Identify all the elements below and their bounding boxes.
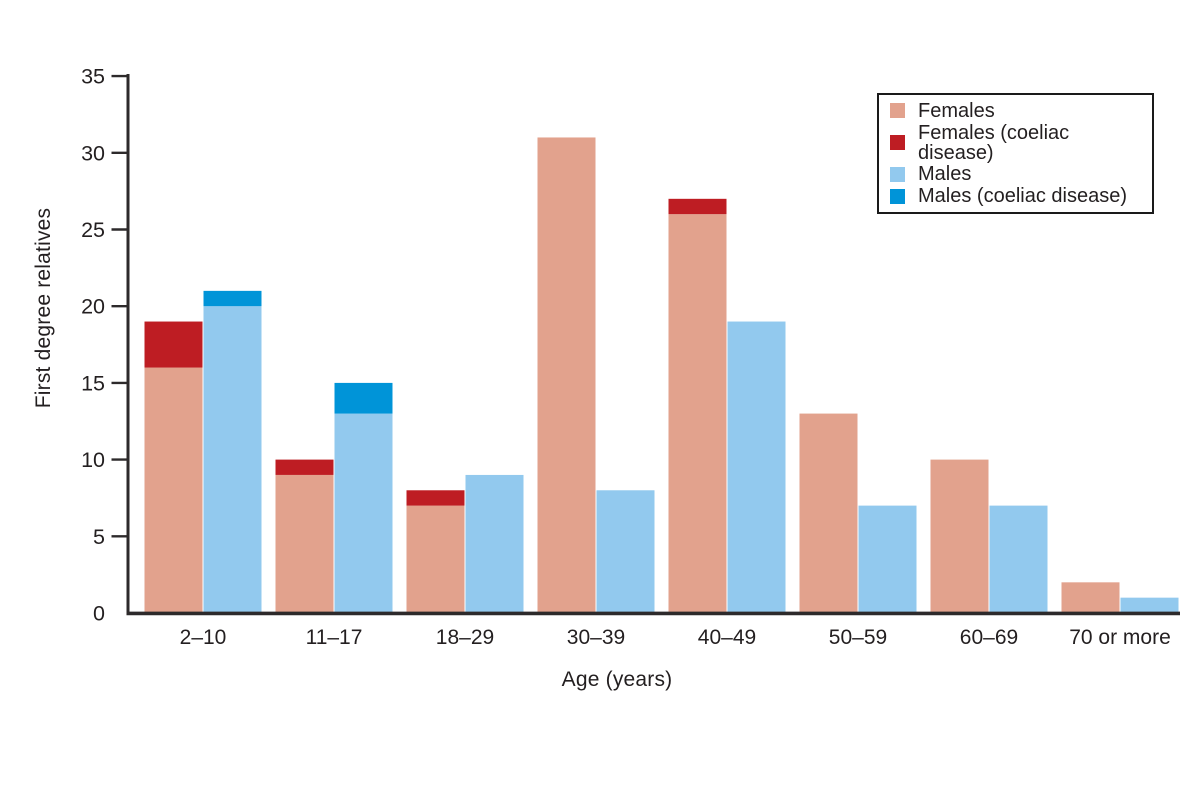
x-tick-label: 30–39	[567, 626, 625, 649]
y-tick-label: 15	[81, 371, 105, 395]
x-tick-label: 60–69	[960, 626, 1018, 649]
bar-males	[465, 474, 524, 613]
y-tick-label: 25	[81, 218, 105, 242]
y-tick-label: 30	[81, 141, 105, 165]
x-axis-title: Age (years)	[561, 668, 673, 691]
x-tick-label: 11–17	[306, 626, 363, 649]
bar-males-coeliac	[203, 290, 262, 307]
bar-males	[596, 490, 655, 613]
legend-item-females: Females	[890, 101, 1146, 121]
bar-females	[406, 505, 465, 613]
bar-males	[858, 505, 917, 613]
y-tick-label: 35	[81, 65, 105, 89]
bar-females	[537, 137, 596, 613]
bar-females	[144, 367, 203, 613]
legend-label: Males	[918, 163, 972, 186]
y-tick-label: 10	[81, 448, 105, 472]
x-tick-label: 50–59	[829, 626, 887, 649]
x-tick-label: 70 or more	[1069, 626, 1171, 649]
bar-females	[275, 474, 334, 613]
bar-females	[1061, 582, 1120, 613]
bar-males	[203, 306, 262, 613]
y-tick-label: 5	[93, 525, 105, 549]
females-coeliac-swatch-icon	[890, 135, 905, 151]
bar-males	[727, 321, 786, 613]
bar-males	[334, 413, 393, 613]
females-swatch-icon	[890, 103, 905, 119]
y-tick-label: 0	[93, 602, 105, 626]
legend-label: Males (coeliac disease)	[918, 185, 1127, 208]
bar-males-coeliac	[334, 382, 393, 414]
bar-females-coeliac	[406, 490, 465, 506]
bar-females-coeliac	[275, 459, 334, 475]
bar-females	[930, 459, 989, 613]
legend-item-females-coeliac: Females (coeliac disease)	[890, 123, 1146, 163]
males-coeliac-swatch-icon	[890, 188, 905, 204]
legend-label: Females	[918, 99, 995, 122]
bar-females	[668, 214, 727, 613]
bar-females-coeliac	[668, 198, 727, 215]
legend-item-males: Males	[890, 164, 1146, 184]
bar-males	[1120, 597, 1179, 613]
males-swatch-icon	[890, 166, 905, 182]
x-tick-label: 2–10	[180, 626, 227, 649]
bar-males	[989, 505, 1048, 613]
x-tick-label: 18–29	[436, 626, 494, 649]
legend-label: Females (coeliac disease)	[918, 121, 1070, 164]
legend-item-males-coeliac: Males (coeliac disease)	[890, 186, 1146, 206]
y-tick-label: 20	[81, 295, 105, 319]
legend: Females Females (coeliac disease) Males …	[877, 93, 1154, 214]
bar-females-coeliac	[144, 321, 203, 368]
y-axis-title: First degree relatives	[32, 207, 55, 409]
bar-females	[799, 413, 858, 613]
x-tick-label: 40–49	[698, 626, 756, 649]
